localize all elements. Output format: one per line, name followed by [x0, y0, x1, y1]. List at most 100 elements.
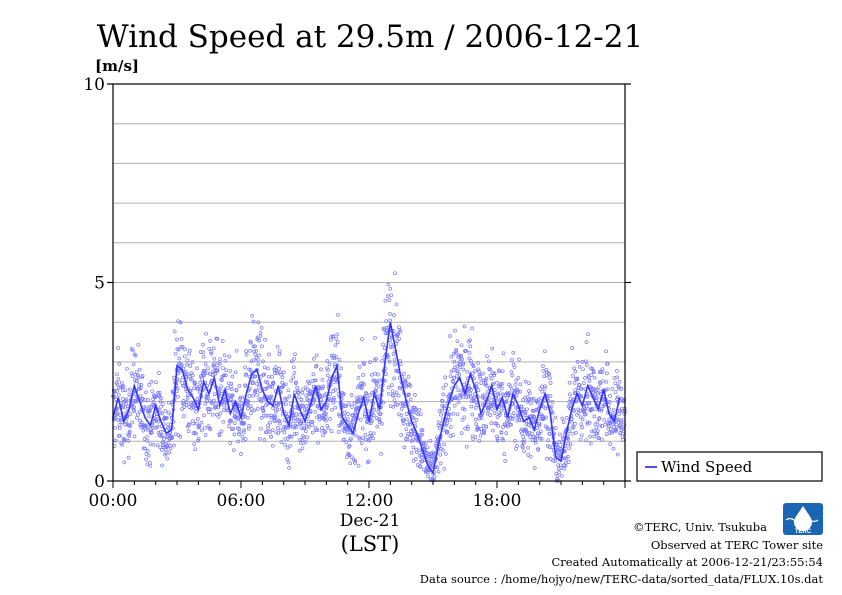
sample-point — [244, 372, 249, 377]
sample-point — [397, 336, 402, 341]
sample-point — [543, 406, 548, 411]
sample-point — [443, 451, 448, 456]
sample-point — [119, 380, 124, 385]
sample-point — [358, 394, 362, 399]
sample-point — [147, 383, 151, 387]
sample-point — [150, 389, 154, 394]
sample-point — [501, 351, 506, 356]
wind-speed-series-line — [112, 322, 621, 476]
sample-point — [229, 419, 233, 423]
sample-point — [172, 443, 176, 448]
sample-point — [206, 410, 211, 415]
sample-point — [498, 382, 503, 386]
sample-point — [135, 416, 139, 420]
sample-point — [137, 409, 142, 414]
sample-point — [132, 434, 137, 439]
sample-point — [498, 383, 503, 388]
sample-point — [292, 356, 297, 361]
sample-point — [177, 378, 182, 383]
sample-point — [181, 366, 186, 371]
sample-point — [226, 381, 231, 386]
sample-point — [577, 383, 582, 387]
sample-point — [237, 383, 242, 388]
sample-point — [158, 399, 163, 404]
sample-point — [243, 365, 247, 370]
sample-point — [216, 414, 221, 419]
sample-point — [154, 380, 158, 385]
sample-point — [334, 336, 339, 341]
sample-point — [262, 372, 266, 377]
sample-point — [426, 474, 430, 479]
sample-point — [299, 403, 304, 407]
sample-point — [203, 401, 208, 406]
sample-point — [383, 331, 388, 336]
sample-point — [294, 431, 299, 436]
sample-point — [236, 415, 241, 420]
sample-point — [561, 435, 565, 440]
sample-point — [602, 417, 607, 422]
sample-point — [140, 397, 145, 401]
sample-point — [522, 449, 526, 454]
sample-point — [523, 395, 527, 400]
sample-point — [215, 337, 220, 341]
sample-point — [500, 369, 505, 374]
sample-point — [139, 383, 144, 387]
sample-point — [367, 438, 372, 443]
sample-point — [333, 405, 338, 410]
sample-point — [304, 429, 308, 433]
sample-point — [395, 338, 400, 343]
sample-point — [411, 416, 415, 420]
sample-point — [304, 393, 309, 398]
sample-point — [417, 408, 422, 412]
sample-point — [470, 326, 474, 331]
sample-point — [573, 422, 577, 426]
sample-point — [528, 454, 533, 459]
sample-point — [578, 437, 583, 442]
sample-point — [587, 379, 592, 383]
sample-point — [441, 385, 446, 390]
sample-point — [275, 407, 280, 412]
sample-point — [261, 359, 265, 364]
sample-point — [571, 425, 576, 429]
sample-point — [231, 427, 236, 431]
sample-point — [402, 404, 407, 409]
sample-point — [181, 414, 186, 418]
sample-point — [600, 370, 605, 375]
sample-point — [268, 384, 273, 389]
sample-point — [380, 358, 384, 363]
sample-point — [310, 430, 315, 435]
sample-point — [449, 369, 454, 374]
sample-point — [420, 428, 425, 432]
sample-point — [152, 419, 157, 424]
sample-point — [255, 335, 260, 340]
sample-point — [229, 427, 234, 431]
sample-point — [407, 420, 412, 425]
sample-point — [510, 358, 514, 362]
sample-point — [392, 376, 397, 381]
sample-point — [116, 346, 120, 350]
sample-point — [580, 425, 584, 430]
sample-point — [224, 368, 229, 373]
sample-point — [263, 337, 267, 342]
sample-point — [553, 415, 558, 420]
sample-point — [490, 406, 494, 411]
sample-point — [600, 424, 604, 429]
sample-point — [533, 440, 538, 445]
sample-point — [260, 344, 264, 349]
sample-point — [422, 442, 426, 447]
sample-point — [214, 402, 218, 406]
sample-point — [384, 372, 388, 376]
sample-point — [166, 422, 170, 427]
sample-point — [448, 374, 453, 379]
sample-point — [599, 408, 604, 413]
sample-point — [386, 354, 390, 359]
sample-point — [455, 339, 460, 344]
legend-label: Wind Speed — [661, 458, 753, 476]
sample-point — [485, 354, 489, 359]
sample-point — [401, 418, 406, 422]
sample-point — [390, 383, 394, 387]
sample-point — [255, 407, 260, 411]
sample-point — [258, 330, 263, 335]
sample-point — [277, 352, 282, 357]
sample-point — [324, 405, 329, 409]
